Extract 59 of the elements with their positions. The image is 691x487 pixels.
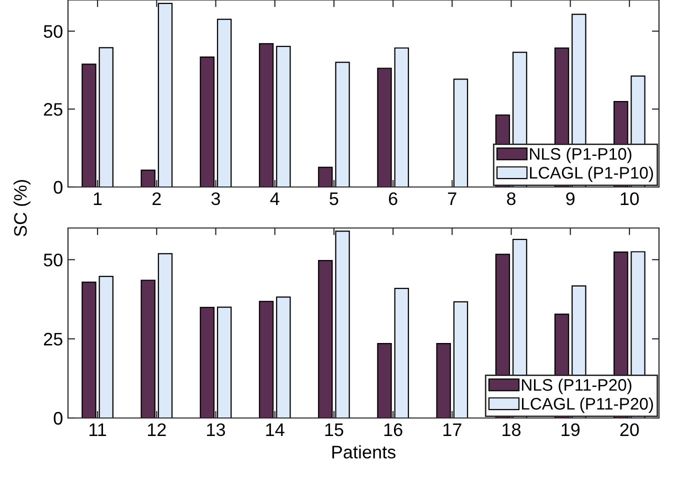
bar	[82, 282, 96, 418]
bar	[276, 46, 291, 187]
y-tick-label: 50	[44, 254, 62, 266]
bar	[377, 343, 392, 418]
legend-label: LCAGL (P1-P10)	[530, 166, 653, 182]
x-tick-label: 6	[388, 192, 398, 206]
y-tick-label: 0	[54, 412, 62, 425]
x-tick-label: 15	[325, 424, 344, 436]
bar	[200, 306, 215, 418]
x-tick-label: 8	[507, 192, 516, 206]
bar	[335, 230, 350, 418]
x-tick-label: 10	[620, 192, 639, 206]
legend-label: LCAGL (P11-P20)	[522, 397, 653, 413]
bar	[318, 260, 333, 418]
bar	[453, 301, 468, 418]
y-tick-label: 25	[44, 103, 62, 116]
y-axis-title: SC (%)	[14, 180, 30, 236]
bar	[453, 78, 468, 187]
bar	[318, 166, 333, 187]
bar	[82, 64, 96, 187]
bar	[216, 18, 232, 187]
x-tick-label: 9	[566, 192, 575, 206]
x-tick-label: 3	[211, 192, 220, 206]
bar	[335, 62, 350, 187]
x-tick-label: 20	[620, 423, 639, 436]
bar	[98, 276, 114, 418]
bar	[258, 300, 274, 418]
bar	[140, 280, 156, 418]
x-tick-label: 5	[330, 192, 338, 206]
x-tick-label: 13	[207, 423, 225, 436]
y-tick-label: 0	[54, 180, 62, 194]
x-tick-label: 4	[270, 192, 280, 205]
y-tick-label: 50	[44, 25, 62, 38]
x-tick-label: 19	[562, 423, 580, 436]
x-tick-label: 18	[502, 423, 521, 436]
bar	[158, 253, 173, 418]
x-tick-label: 1	[94, 192, 102, 205]
bar	[158, 2, 173, 187]
x-tick-label: 14	[266, 424, 284, 436]
bar	[436, 343, 451, 418]
x-axis-title: Patients	[332, 445, 396, 459]
bar	[258, 43, 274, 187]
bar	[276, 296, 291, 418]
bar	[394, 288, 409, 418]
bar	[216, 306, 232, 418]
bar	[200, 56, 215, 187]
x-tick-label: 16	[384, 423, 402, 436]
x-tick-label: 17	[443, 424, 462, 436]
x-tick-label: 7	[448, 192, 456, 205]
x-tick-label: 2	[152, 192, 161, 205]
bar	[377, 68, 392, 187]
legend-label: NLS (P11-P20)	[522, 378, 632, 394]
x-tick-label: 12	[148, 423, 166, 436]
y-tick-label: 25	[44, 332, 62, 346]
x-tick-label: 11	[90, 424, 106, 436]
bar	[98, 47, 114, 187]
legend-label: NLS (P1-P10)	[530, 148, 632, 164]
bar	[140, 170, 156, 187]
bar	[394, 47, 409, 187]
